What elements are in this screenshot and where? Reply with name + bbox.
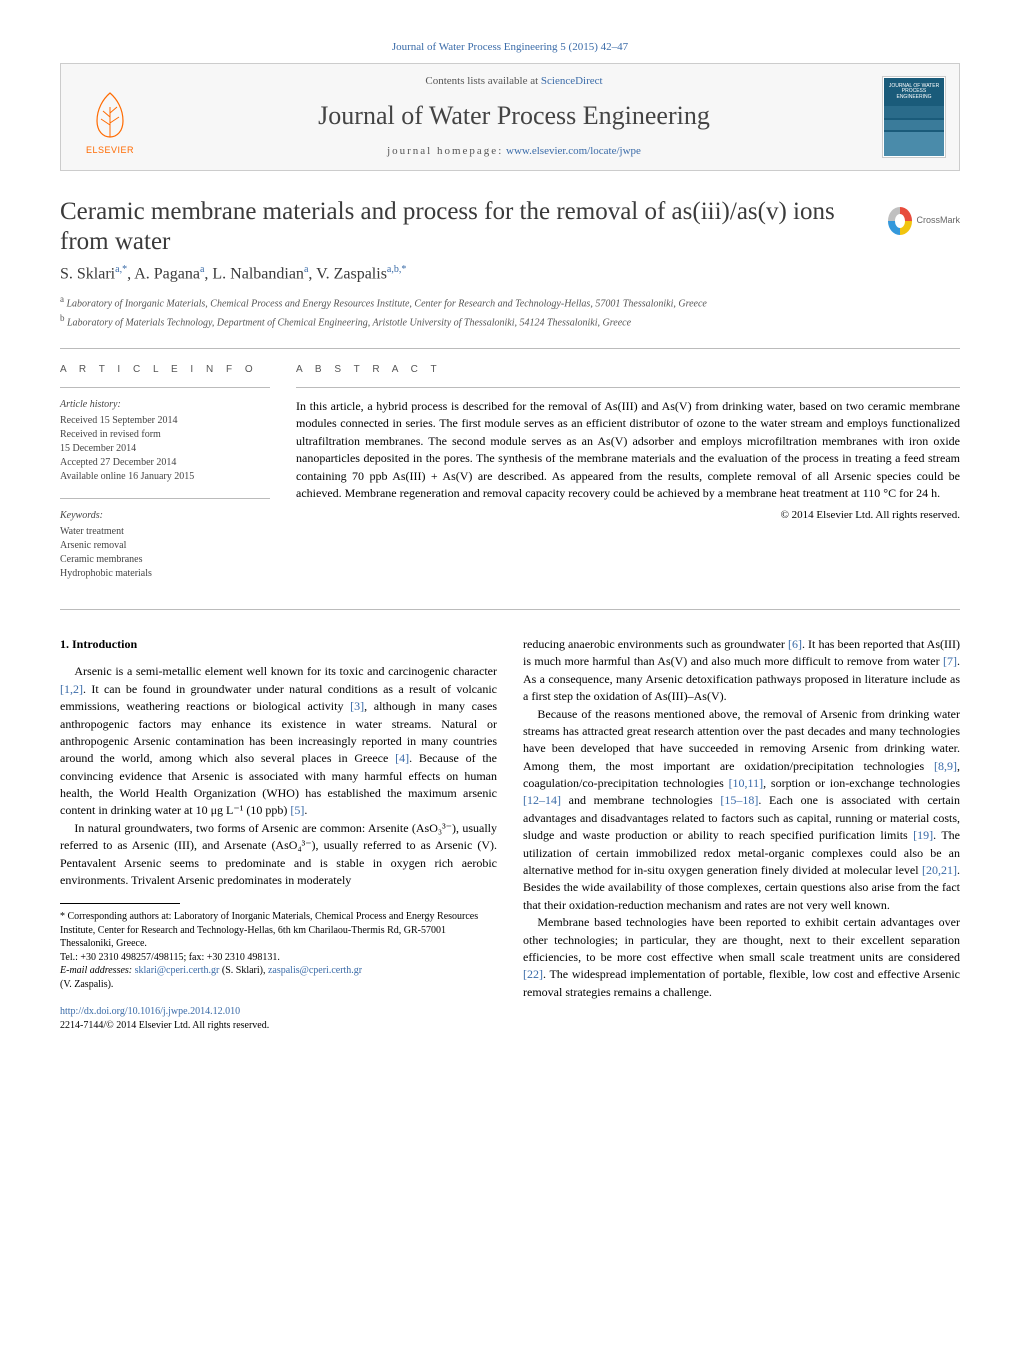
abstract-text: In this article, a hybrid process is des… [296,398,960,502]
sciencedirect-link[interactable]: ScienceDirect [541,75,603,87]
article-history-block: Article history: Received 15 September 2… [60,398,270,484]
section-1-heading: 1. Introduction [60,636,497,653]
abstract-column: A B S T R A C T In this article, a hybri… [296,363,960,595]
citation-link[interactable]: [8,9] [934,759,957,773]
contents-lists-line: Contents lists available at ScienceDirec… [161,74,867,89]
header-center: Contents lists available at ScienceDirec… [161,74,867,159]
title-row: Ceramic membrane materials and process f… [60,197,960,257]
footnote-separator [60,903,180,904]
article-info-heading: A R T I C L E I N F O [60,363,270,377]
article-info-column: A R T I C L E I N F O Article history: R… [60,363,270,595]
keywords-label: Keywords: [60,509,270,523]
affiliation-a: a Laboratory of Inorganic Materials, Che… [60,293,960,311]
email-link[interactable]: sklari@cperi.certh.gr [135,965,220,976]
doi-issn-block: http://dx.doi.org/10.1016/j.jwpe.2014.12… [60,1005,497,1032]
body-two-column: 1. Introduction Arsenic is a semi-metall… [60,636,960,1032]
publisher-brand-text: ELSEVIER [86,144,134,157]
history-label: Article history: [60,398,270,412]
journal-homepage-link[interactable]: www.elsevier.com/locate/jwpe [506,145,641,157]
journal-reference-top: Journal of Water Process Engineering 5 (… [60,40,960,55]
citation-link[interactable]: [5] [290,803,304,817]
homepage-label: journal homepage: [387,145,503,157]
authors-line: S. Sklaria,*, A. Paganaa, L. Nalbandiana… [60,263,960,286]
citation-link[interactable]: [4] [395,751,409,765]
citation-link[interactable]: [10,11] [729,776,764,790]
journal-cover-thumbnail: JOURNAL OF WATER PROCESS ENGINEERING [883,77,945,157]
contents-prefix: Contents lists available at [425,75,540,87]
crossmark-label: CrossMark [916,214,960,227]
body-paragraph: Membrane based technologies have been re… [523,914,960,1001]
crossmark-badge[interactable]: CrossMark [888,201,960,241]
cover-label: JOURNAL OF WATER PROCESS ENGINEERING [888,84,940,101]
keyword: Water treatment [60,525,270,539]
journal-homepage-line: journal homepage: www.elsevier.com/locat… [161,144,867,159]
history-line: Received 15 September 2014 [60,414,270,428]
citation-link[interactable]: [19] [913,828,933,842]
body-paragraph: In natural groundwaters, two forms of Ar… [60,820,497,890]
body-paragraph: reducing anaerobic environments such as … [523,636,960,706]
email-link[interactable]: zaspalis@cperi.certh.gr [268,965,362,976]
journal-name: Journal of Water Process Engineering [161,98,867,134]
article-title: Ceramic membrane materials and process f… [60,197,868,257]
affiliations-block: a Laboratory of Inorganic Materials, Che… [60,293,960,330]
citation-link[interactable]: [15–18] [720,793,758,807]
abstract-heading: A B S T R A C T [296,363,960,377]
crossmark-icon [888,207,912,235]
history-line: Received in revised form [60,428,270,442]
tel-fax-note: Tel.: +30 2310 498257/498115; fax: +30 2… [60,951,497,965]
citation-link[interactable]: [22] [523,967,543,981]
citation-link[interactable]: [6] [788,637,802,651]
corresponding-author-note: * Corresponding authors at: Laboratory o… [60,910,497,951]
history-line: 15 December 2014 [60,442,270,456]
info-abstract-row: A R T I C L E I N F O Article history: R… [60,348,960,610]
journal-header-band: ELSEVIER Contents lists available at Sci… [60,63,960,170]
publisher-logo: ELSEVIER [75,77,145,157]
citation-link[interactable]: [7] [943,654,957,668]
body-paragraph: Arsenic is a semi-metallic element well … [60,663,497,820]
keyword: Ceramic membranes [60,553,270,567]
citation-link[interactable]: [3] [350,699,364,713]
keyword: Hydrophobic materials [60,567,270,581]
citation-link[interactable]: [12–14] [523,793,561,807]
citation-link[interactable]: [1,2] [60,682,83,696]
elsevier-tree-icon [83,87,137,141]
citation-link[interactable]: [20,21] [922,863,957,877]
affiliation-b: b Laboratory of Materials Technology, De… [60,312,960,330]
keyword: Arsenic removal [60,539,270,553]
history-line: Accepted 27 December 2014 [60,456,270,470]
history-line: Available online 16 January 2015 [60,470,270,484]
footnotes-block: * Corresponding authors at: Laboratory o… [60,910,497,991]
email-note: E-mail addresses: sklari@cperi.certh.gr … [60,964,497,991]
abstract-copyright: © 2014 Elsevier Ltd. All rights reserved… [296,508,960,523]
issn-copyright-line: 2214-7144/© 2014 Elsevier Ltd. All right… [60,1019,497,1033]
body-paragraph: Because of the reasons mentioned above, … [523,706,960,915]
doi-link[interactable]: http://dx.doi.org/10.1016/j.jwpe.2014.12… [60,1006,240,1017]
keywords-block: Keywords: Water treatment Arsenic remova… [60,509,270,581]
